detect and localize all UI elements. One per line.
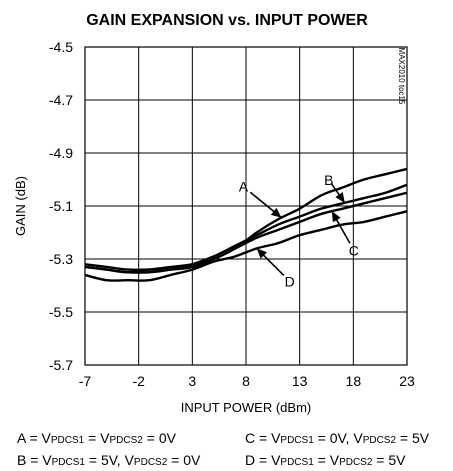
y-tick-label: -4.5 [49, 39, 73, 55]
condition-note-a: A = VPDCS1 = VPDCS2 = 0V [17, 430, 177, 446]
y-tick-label: -4.7 [49, 92, 73, 108]
condition-notes: A = VPDCS1 = VPDCS2 = 0V C = VPDCS1 = 0V,… [17, 430, 430, 468]
series-line-c [84, 191, 408, 274]
x-tick-labels: -7 -2 3 8 13 18 23 [79, 373, 415, 389]
x-tick-label: 3 [188, 373, 196, 389]
condition-note-b: B = VPDCS1 = 5V, VPDCS2 = 0V [17, 452, 201, 468]
x-tick-label: 18 [346, 373, 362, 389]
annotation-arrowhead-b [335, 192, 345, 203]
y-tick-label: -5.5 [49, 304, 73, 320]
x-tick-label: -7 [79, 373, 92, 389]
plot-frame [84, 46, 408, 366]
condition-note-d: D = VPDCS1 = VPDCS2 = 5V [245, 452, 406, 468]
series-annotations: A B C D [239, 172, 359, 290]
annotation-label-b: B [324, 172, 333, 188]
x-tick-label: 23 [399, 373, 415, 389]
condition-note-c: C = VPDCS1 = 0V, VPDCS2 = 5V [245, 430, 430, 446]
annotation-arrowhead-a [270, 207, 282, 218]
series-lines [84, 167, 408, 282]
x-axis-label: INPUT POWER (dBm) [181, 400, 312, 415]
figure-code: MAX2010 toc15 [397, 48, 406, 105]
annotation-label-d: D [285, 273, 295, 289]
annotation-label-a: A [239, 179, 249, 195]
series-line-b [84, 183, 408, 274]
annotation-arrowhead-c [331, 211, 341, 223]
chart-title: GAIN EXPANSION vs. INPUT POWER [86, 12, 368, 29]
grid [84, 46, 408, 366]
series-line-d [84, 210, 408, 282]
y-tick-label: -4.9 [49, 145, 73, 161]
x-tick-label: -2 [132, 373, 145, 389]
x-tick-label: 13 [292, 373, 308, 389]
y-tick-labels: -4.5 -4.7 -4.9 -5.1 -5.3 -5.5 -5.7 [49, 39, 73, 373]
y-tick-label: -5.7 [49, 357, 73, 373]
annotation-arrowhead-d [256, 248, 267, 259]
x-tick-label: 8 [242, 373, 250, 389]
y-axis-label: GAIN (dB) [13, 176, 28, 236]
annotation-label-c: C [349, 242, 359, 258]
y-tick-label: -5.3 [49, 251, 73, 267]
y-tick-label: -5.1 [49, 198, 73, 214]
